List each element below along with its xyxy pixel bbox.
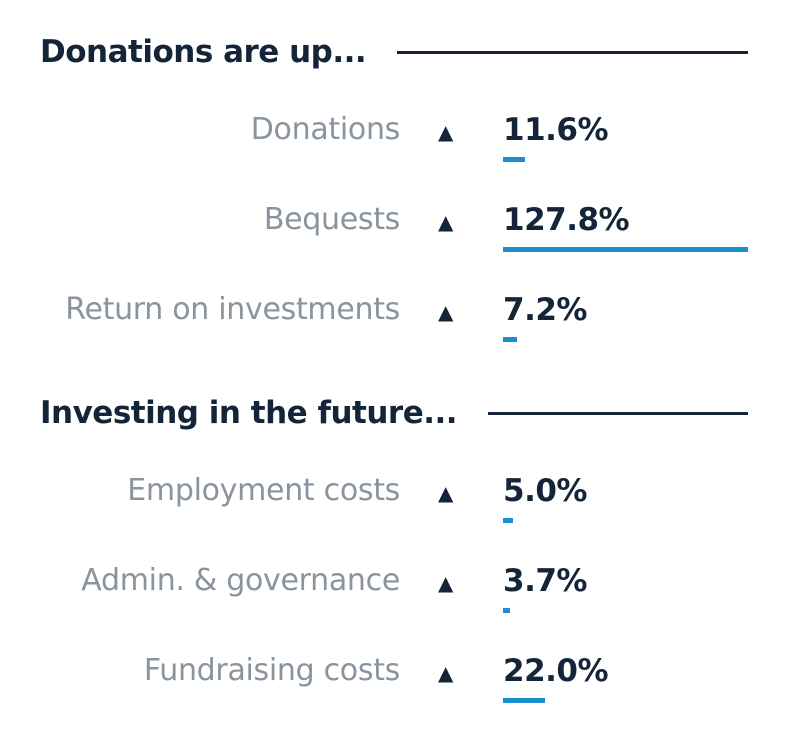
metric-bar — [503, 337, 517, 342]
metric-label: Fundraising costs — [143, 653, 400, 688]
metric-row: Return on investments ▲ 7.2% — [0, 286, 800, 346]
metric-label: Employment costs — [127, 473, 400, 508]
metric-label: Admin. & governance — [81, 563, 400, 598]
metric-row: Donations ▲ 11.6% — [0, 106, 800, 166]
metric-value: 127.8% — [503, 202, 630, 238]
metric-label: Donations — [250, 112, 401, 147]
metric-label: Bequests — [263, 202, 400, 237]
up-arrow-icon: ▲ — [438, 120, 454, 144]
metric-bar — [503, 698, 545, 703]
section-title: Donations are up... — [40, 34, 367, 70]
metric-value: 7.2% — [503, 292, 587, 328]
up-arrow-icon: ▲ — [438, 661, 454, 685]
up-arrow-icon: ▲ — [438, 481, 454, 505]
metric-value: 5.0% — [503, 473, 587, 509]
metric-row: Fundraising costs ▲ 22.0% — [0, 647, 800, 707]
metric-value: 22.0% — [503, 653, 609, 689]
up-arrow-icon: ▲ — [438, 300, 454, 324]
metric-value: 3.7% — [503, 563, 587, 599]
section-header: Investing in the future... — [40, 393, 748, 433]
metric-row: Admin. & governance ▲ 3.7% — [0, 557, 800, 617]
section-header: Donations are up... — [40, 32, 748, 72]
metric-label: Return on investments — [65, 292, 400, 327]
section-divider-line — [488, 412, 748, 415]
metric-bar — [503, 247, 748, 252]
metric-value: 11.6% — [503, 112, 609, 148]
up-arrow-icon: ▲ — [438, 210, 454, 234]
metric-row: Employment costs ▲ 5.0% — [0, 467, 800, 527]
metric-bar — [503, 157, 525, 162]
section-divider-line — [397, 51, 748, 54]
up-arrow-icon: ▲ — [438, 571, 454, 595]
metric-bar — [503, 608, 510, 613]
metric-row: Bequests ▲ 127.8% — [0, 196, 800, 256]
section-title: Investing in the future... — [40, 395, 458, 431]
metric-bar — [503, 518, 513, 523]
